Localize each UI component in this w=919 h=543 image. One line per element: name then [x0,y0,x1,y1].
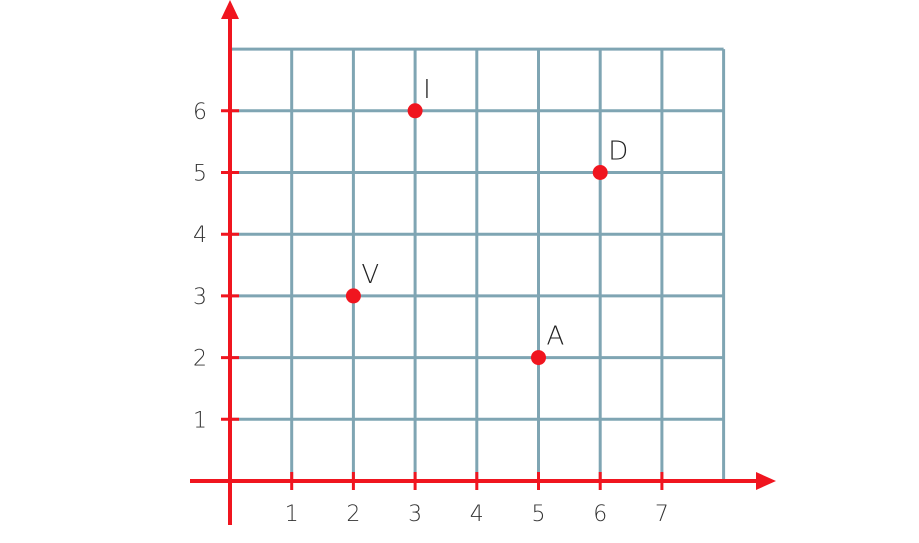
y-tick-label: 4 [193,223,207,248]
data-points: I D V A [345,75,628,366]
point-label-d: D [608,137,628,167]
x-tick-label: 1 [285,502,299,527]
x-tick-label: 4 [470,502,484,527]
point-label-i: I [423,75,431,105]
point-i [407,103,423,119]
grid [230,47,726,481]
y-tick-label: 6 [193,100,207,125]
axes [190,0,776,525]
x-axis-arrow [756,472,776,490]
point-v [345,288,361,304]
point-a [531,350,546,366]
x-tick-label: 2 [346,502,360,527]
y-tick-label: 2 [193,347,207,372]
point-d [592,165,608,180]
tick-labels: 1 2 3 4 5 6 7 1 2 3 4 5 6 [193,100,669,527]
point-label-a: A [547,322,565,352]
x-tick-label: 3 [408,502,422,527]
point-label-v: V [361,260,379,290]
x-tick-label: 7 [655,502,669,527]
y-axis-arrow [221,0,239,19]
x-tick-label: 6 [593,502,607,527]
y-tick-label: 3 [193,285,207,310]
y-tick-label: 5 [193,162,207,187]
x-tick-label: 5 [532,502,546,527]
y-tick-label: 1 [193,408,207,433]
